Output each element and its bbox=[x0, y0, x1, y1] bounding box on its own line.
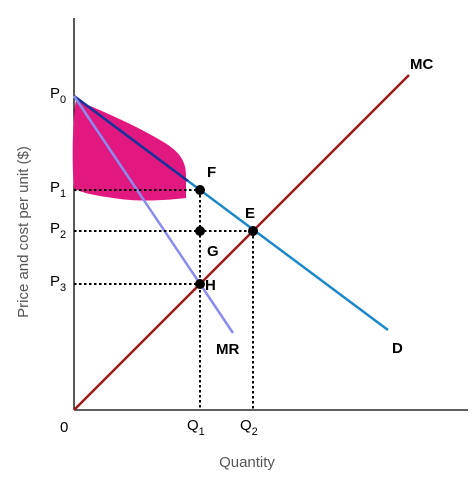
marginal-cost-curve bbox=[73, 74, 410, 411]
demand-curve-shaded-segment bbox=[73, 94, 189, 183]
price-label-p1: P1 bbox=[50, 179, 66, 200]
origin-label: 0 bbox=[60, 419, 68, 436]
price-label-p3: P3 bbox=[50, 273, 66, 294]
marginal-cost-label: MC bbox=[410, 56, 433, 73]
point-g-dot bbox=[195, 226, 205, 236]
point-f-dot bbox=[195, 185, 205, 195]
point-g-label: G bbox=[207, 243, 219, 260]
point-h-label: H bbox=[205, 277, 216, 294]
point-e-label: E bbox=[245, 205, 255, 222]
point-e-dot bbox=[248, 226, 258, 236]
quantity-label-q1: Q1 bbox=[187, 417, 205, 438]
y-axis-title: Price and cost per unit ($) bbox=[15, 146, 32, 318]
price-label-p2: P2 bbox=[50, 220, 66, 241]
marginal-revenue-curve bbox=[72, 95, 235, 334]
price-label-p0: P0 bbox=[50, 85, 66, 106]
point-h-dot bbox=[195, 279, 205, 289]
marginal-revenue-label: MR bbox=[216, 341, 239, 358]
shaded-area bbox=[72, 100, 186, 201]
x-axis-title: Quantity bbox=[219, 454, 275, 471]
point-f-label: F bbox=[207, 164, 216, 181]
quantity-label-q2: Q2 bbox=[240, 417, 258, 438]
demand-label: D bbox=[392, 340, 403, 357]
